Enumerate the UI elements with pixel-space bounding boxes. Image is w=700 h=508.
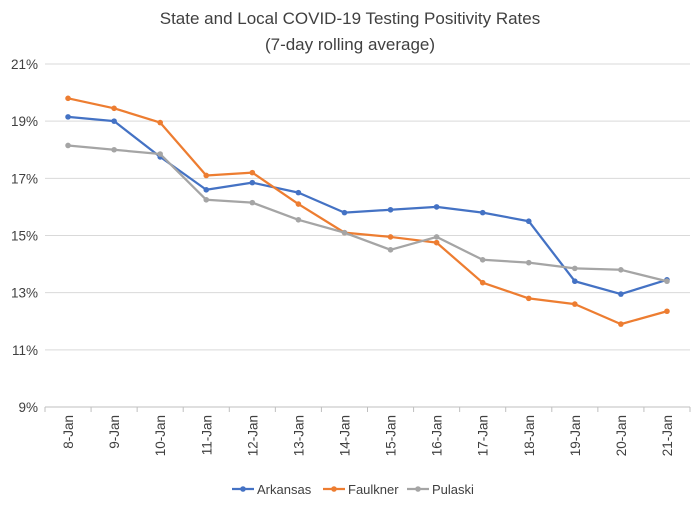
legend-label-pulaski: Pulaski (432, 482, 474, 497)
y-tick-label: 13% (11, 286, 38, 301)
data-point-pulaski (664, 278, 670, 285)
data-point-arkansas (111, 118, 117, 124)
y-tick-label: 21% (11, 57, 38, 72)
data-point-arkansas (572, 278, 578, 285)
data-point-pulaski (249, 199, 256, 206)
series-line-faulkner (67, 97, 668, 326)
x-tick-label: 19-Jan (568, 415, 583, 456)
data-point-faulkner (295, 201, 302, 207)
data-point-arkansas (618, 291, 624, 297)
x-tick-label: 16-Jan (430, 415, 445, 456)
y-tick-label: 19% (11, 114, 38, 129)
data-point-faulkner (618, 321, 624, 327)
data-point-faulkner (65, 95, 71, 102)
x-tick-label: 11-Jan (199, 415, 214, 455)
data-point-pulaski (111, 146, 117, 153)
data-point-faulkner (479, 279, 486, 286)
series-lines (65, 95, 670, 327)
series-line-pulaski (67, 144, 668, 283)
y-tick-label: 11% (12, 343, 38, 358)
x-tick-label: 21-Jan (660, 415, 675, 456)
x-tick-label: 18-Jan (522, 415, 537, 456)
data-point-arkansas (65, 114, 71, 120)
data-point-pulaski (157, 151, 163, 157)
x-tick-label: 10-Jan (153, 415, 168, 456)
data-point-pulaski (572, 265, 578, 272)
y-tick-label: 17% (11, 171, 38, 186)
data-point-faulkner (572, 301, 578, 307)
x-tick-label: 20-Jan (614, 415, 629, 456)
x-axis-ticks: 8-Jan 9-Jan 10-Jan 11-Jan 12-Jan 13-Jan 14-Jan… (44, 407, 691, 456)
x-tick-label: 12-Jan (245, 415, 260, 456)
data-point-pulaski (433, 234, 440, 240)
legend: Arkansas Faulkner Pulaski (232, 482, 474, 497)
data-point-pulaski (479, 256, 486, 263)
x-tick-label: 9-Jan (107, 415, 122, 449)
x-tick-label: 8-Jan (61, 415, 76, 449)
data-point-arkansas (341, 209, 348, 216)
data-point-pulaski (295, 216, 302, 223)
data-point-arkansas (525, 218, 532, 225)
data-point-pulaski (525, 259, 532, 266)
chart-title: State and Local COVID-19 Testing Positiv… (160, 9, 540, 28)
data-point-arkansas (479, 209, 486, 216)
data-point-pulaski (341, 229, 348, 236)
chart-subtitle: (7-day rolling average) (265, 35, 435, 54)
legend-marker-pulaski (415, 486, 421, 492)
data-point-arkansas (433, 204, 440, 210)
x-tick-label: 15-Jan (384, 415, 399, 456)
data-point-pulaski (203, 196, 210, 203)
legend-label-arkansas: Arkansas (257, 482, 312, 497)
data-point-faulkner (249, 169, 256, 176)
y-axis-ticks: 9% 11% 13% 15% 17% 19% 21% (11, 57, 38, 415)
legend-label-faulkner: Faulkner (348, 482, 399, 497)
data-point-arkansas (249, 179, 256, 186)
data-point-pulaski (65, 142, 71, 149)
y-tick-label: 15% (11, 229, 38, 244)
data-point-arkansas (295, 189, 302, 196)
data-point-faulkner (387, 234, 394, 240)
data-point-arkansas (387, 206, 394, 213)
data-point-faulkner (433, 239, 440, 246)
data-point-pulaski (387, 246, 394, 253)
legend-marker-faulkner (331, 486, 337, 492)
x-tick-label: 14-Jan (337, 415, 352, 456)
data-point-faulkner (157, 119, 163, 126)
data-point-faulkner (664, 308, 670, 315)
data-point-faulkner (203, 172, 210, 179)
data-point-pulaski (618, 267, 624, 273)
x-tick-label: 13-Jan (291, 415, 306, 456)
legend-marker-arkansas (240, 486, 246, 492)
data-point-faulkner (111, 105, 117, 112)
x-tick-label: 17-Jan (476, 415, 491, 456)
data-point-faulkner (525, 295, 532, 302)
data-point-arkansas (203, 186, 210, 193)
y-tick-label: 9% (18, 400, 38, 415)
